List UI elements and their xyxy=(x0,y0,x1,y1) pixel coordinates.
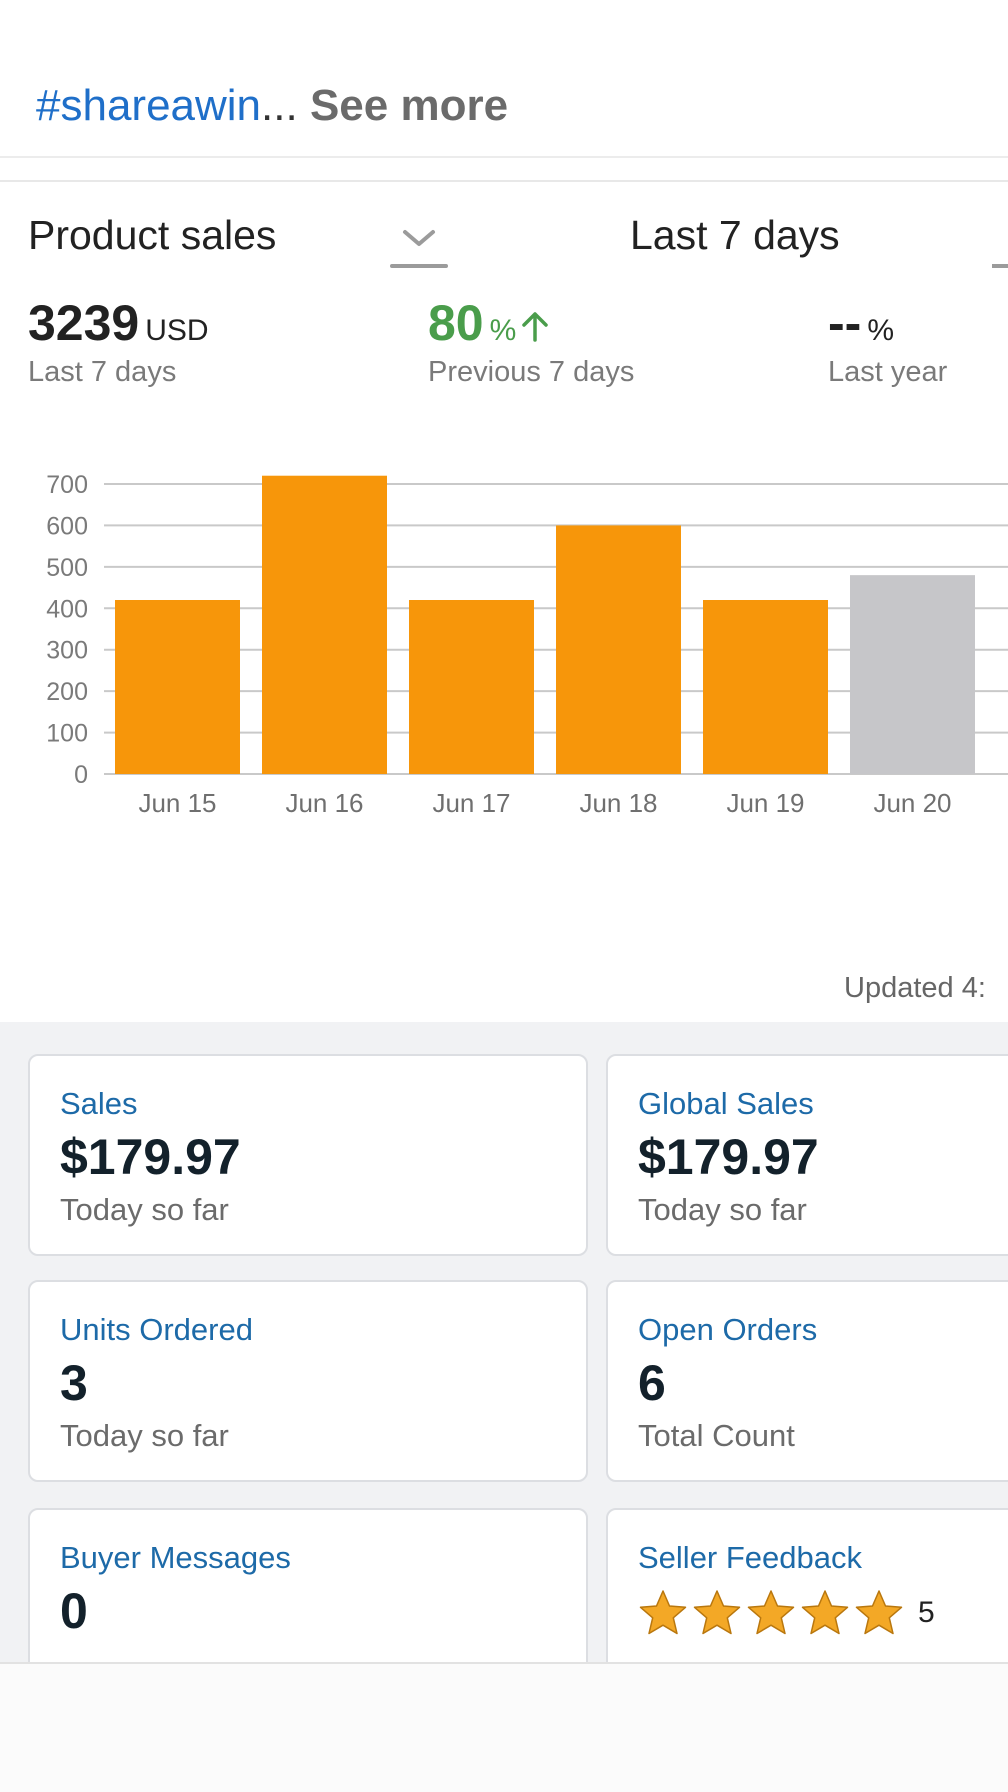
star-icon xyxy=(693,1590,741,1635)
x-tick-label: Jun 18 xyxy=(579,788,657,818)
rating-value: 5 xyxy=(918,1596,935,1629)
chevron-down-icon[interactable] xyxy=(388,222,450,266)
star-icon xyxy=(801,1590,849,1635)
bar[interactable] xyxy=(409,600,534,774)
bar[interactable] xyxy=(115,600,240,774)
tile-subtitle: Today so far xyxy=(60,1192,229,1227)
stat-unit: USD xyxy=(145,314,209,347)
x-tick-label: Jun 20 xyxy=(873,788,951,818)
star-icon xyxy=(855,1590,903,1635)
stat-value: 3239 xyxy=(28,295,140,351)
tile-subtitle: Today so far xyxy=(60,1418,229,1453)
stat-label: Last year xyxy=(828,356,948,388)
tile-title: Open Orders xyxy=(638,1312,818,1347)
buyer-messages-tile[interactable]: Buyer Messages 0 xyxy=(28,1508,588,1662)
bar[interactable] xyxy=(262,475,387,774)
stat-unit: % xyxy=(489,314,517,347)
tile-title: Units Ordered xyxy=(60,1312,253,1347)
post-caption: #shareawin... See more xyxy=(36,78,508,134)
stat-previous-7-days: 80% Previous 7 days xyxy=(428,294,634,389)
caption-ellipsis: ... xyxy=(261,81,298,130)
y-tick-label: 300 xyxy=(46,637,88,665)
divider xyxy=(0,180,1008,182)
tile-value: $179.97 xyxy=(638,1129,819,1185)
y-tick-label: 0 xyxy=(74,761,88,789)
star-rating: 5 xyxy=(638,1588,935,1638)
stat-last-7-days: 3239 USD Last 7 days xyxy=(28,294,209,389)
divider xyxy=(0,156,1008,158)
global-sales-tile[interactable]: Global Sales $179.97 Today so far xyxy=(606,1054,1008,1256)
x-tick-label: Jun 17 xyxy=(432,788,510,818)
stat-unit: % xyxy=(867,314,894,347)
tile-value: 6 xyxy=(638,1355,666,1411)
bar[interactable] xyxy=(703,600,828,774)
dropdown-underline xyxy=(390,264,448,268)
tile-value: 3 xyxy=(60,1355,88,1411)
bottom-area xyxy=(0,1662,1008,1792)
y-tick-label: 700 xyxy=(46,472,88,499)
tile-subtitle: Total Count xyxy=(638,1418,795,1453)
arrow-up-icon xyxy=(520,310,550,347)
star-icon xyxy=(639,1590,687,1635)
tile-subtitle: Today so far xyxy=(638,1192,807,1227)
tile-title: Seller Feedback xyxy=(638,1540,863,1575)
sales-dashboard: Product sales Last 7 days 3239 USD Last 7… xyxy=(0,182,1008,1022)
stat-label: Previous 7 days xyxy=(428,356,635,388)
tile-title: Global Sales xyxy=(638,1086,814,1121)
x-tick-label: Jun 16 xyxy=(285,788,363,818)
bar[interactable] xyxy=(850,575,975,774)
stat-last-year: --% Last year xyxy=(828,294,947,389)
open-orders-tile[interactable]: Open Orders 6 Total Count xyxy=(606,1280,1008,1482)
star-icon xyxy=(747,1590,795,1635)
range-selector[interactable]: Last 7 days xyxy=(630,212,840,258)
tile-title: Sales xyxy=(60,1086,138,1121)
tile-value: $179.97 xyxy=(60,1129,241,1185)
y-tick-label: 100 xyxy=(46,720,88,748)
see-more-link[interactable]: See more xyxy=(309,81,509,130)
x-tick-label: Jun 19 xyxy=(726,788,804,818)
units-ordered-tile[interactable]: Units Ordered 3 Today so far xyxy=(28,1280,588,1482)
stat-value: -- xyxy=(828,295,862,351)
y-tick-label: 400 xyxy=(46,595,88,623)
hashtag-link[interactable]: #shareawin xyxy=(36,81,262,130)
sales-bar-chart: 0 100 200 300 400 500 600 700 Jun 15 Jun 16 Jun 17… xyxy=(46,472,1008,818)
stat-label: Last 7 days xyxy=(28,356,177,388)
bar[interactable] xyxy=(556,525,681,774)
tile-value: 0 xyxy=(60,1583,88,1639)
tile-title: Buyer Messages xyxy=(60,1540,291,1575)
metrics-tiles: Sales $179.97 Today so far Global Sales … xyxy=(0,1022,1008,1662)
seller-feedback-tile[interactable]: Seller Feedback 5 xyxy=(606,1508,1008,1662)
y-tick-label: 600 xyxy=(46,512,88,540)
y-tick-label: 500 xyxy=(46,554,88,582)
updated-timestamp: Updated 4: xyxy=(844,972,986,1004)
y-tick-label: 200 xyxy=(46,678,88,706)
stat-value: 80 xyxy=(428,295,484,351)
x-tick-label: Jun 15 xyxy=(138,788,216,818)
metric-selector[interactable]: Product sales xyxy=(28,212,277,258)
dropdown-underline xyxy=(992,264,1008,268)
sales-tile[interactable]: Sales $179.97 Today so far xyxy=(28,1054,588,1256)
